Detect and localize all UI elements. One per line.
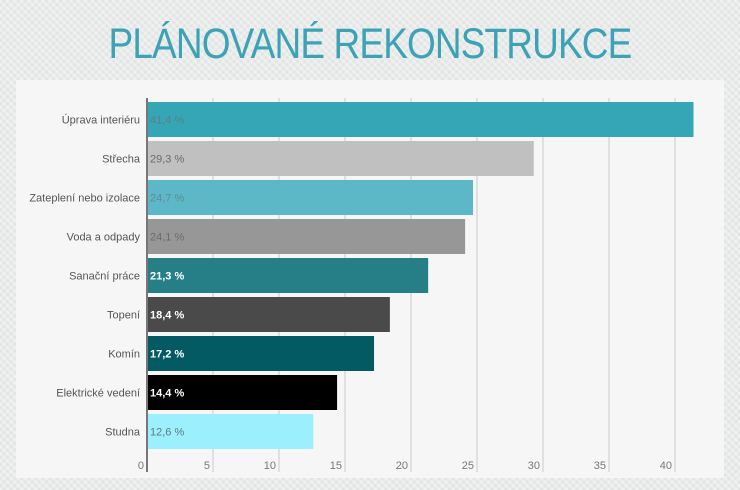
category-label: Zateplení nebo izolace [29, 193, 140, 205]
x-tick-label: 5 [204, 460, 210, 472]
category-label: Střecha [102, 154, 141, 166]
bar [147, 219, 466, 254]
bar [147, 336, 375, 371]
category-label: Sanační práce [69, 271, 140, 283]
bar [147, 297, 390, 332]
x-tick-label: 40 [660, 460, 672, 472]
data-label: 24,7 % [150, 193, 184, 205]
data-label: 41,4 % [150, 115, 184, 127]
category-label: Elektrické vedení [56, 388, 140, 400]
data-label: 14,4 % [150, 388, 184, 400]
bar [147, 141, 534, 176]
x-tick-label: 35 [594, 460, 606, 472]
category-label: Úprava interiéru [62, 114, 140, 127]
x-tick-label: 20 [396, 460, 408, 472]
category-label: Voda a odpady [67, 232, 141, 244]
bar [147, 102, 694, 137]
data-label: 24,1 % [150, 232, 184, 244]
data-label: 21,3 % [150, 271, 184, 283]
x-tick-label: 30 [528, 460, 540, 472]
chart-title: PLÁNOVANÉ REKONSTRUKCE [108, 20, 633, 68]
data-label: 29,3 % [150, 154, 184, 166]
x-tick-label: 10 [264, 460, 276, 472]
data-label: 17,2 % [150, 349, 184, 361]
category-label: Komín [108, 349, 140, 361]
category-label: Studna [105, 427, 141, 439]
bar [147, 375, 338, 410]
bar [147, 258, 429, 293]
bar [147, 180, 474, 215]
bar [147, 414, 314, 449]
x-tick-label: 15 [330, 460, 342, 472]
x-tick-label: 25 [462, 460, 474, 472]
data-label: 12,6 % [150, 427, 184, 439]
x-tick-label: 0 [138, 460, 144, 472]
data-label: 18,4 % [150, 310, 184, 322]
category-label: Topení [107, 310, 140, 322]
